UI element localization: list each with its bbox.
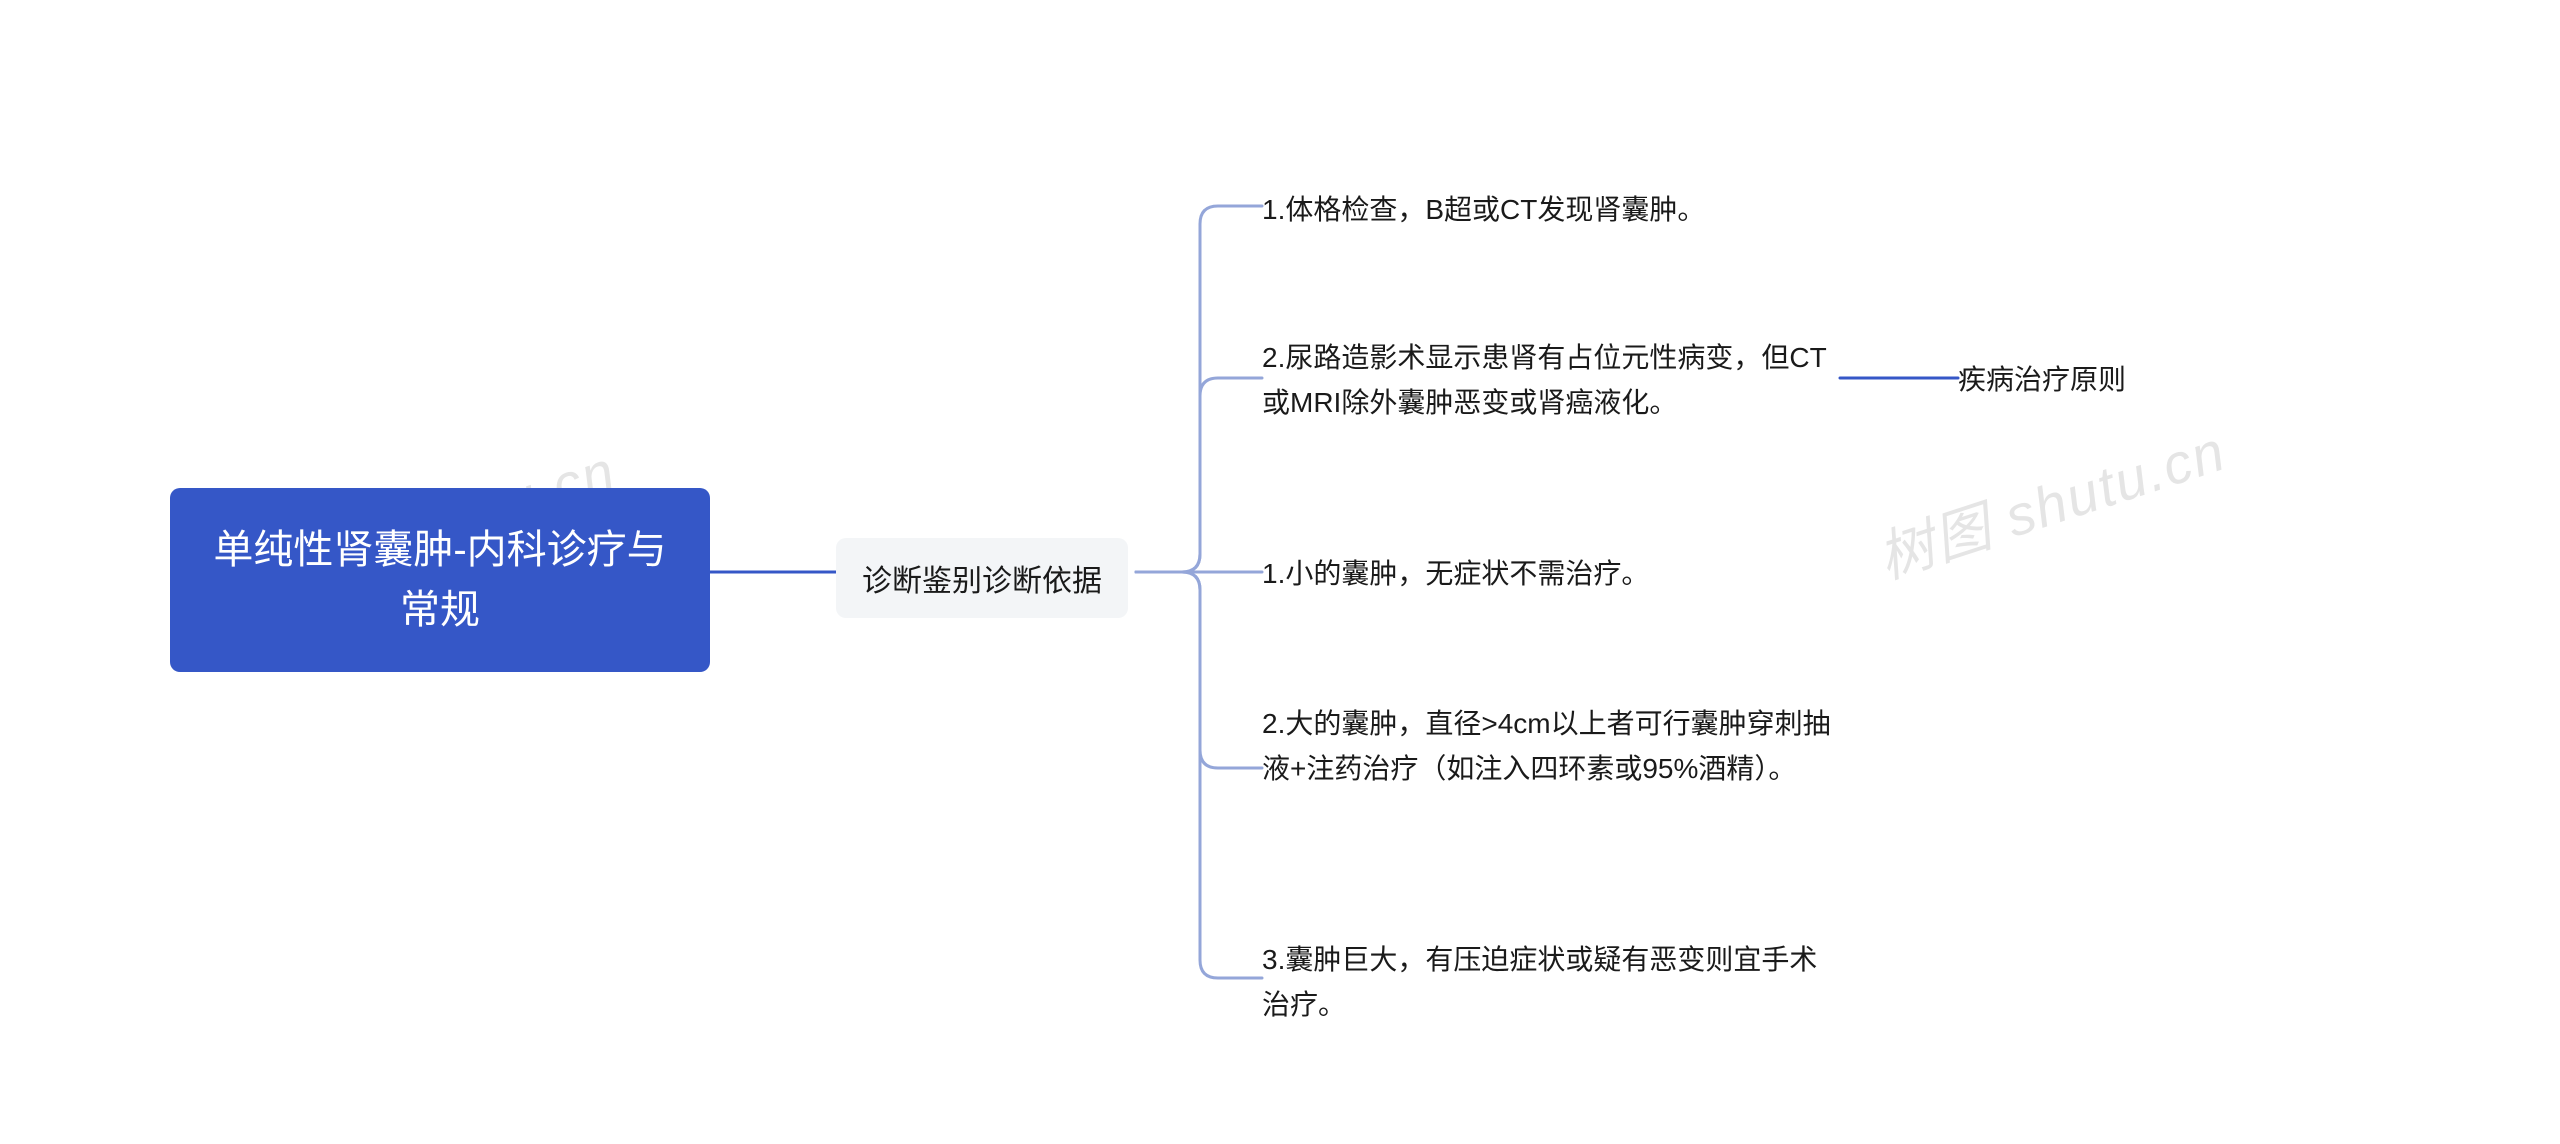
leaf-node-5: 3.囊肿巨大，有压迫症状或疑有恶变则宜手术治疗。 [1262, 938, 1832, 1028]
leaf-text-3: 1.小的囊肿，无症状不需治疗。 [1262, 558, 1649, 589]
leaf-node-2: 2.尿路造影术显示患肾有占位元性病变，但CT或MRI除外囊肿恶变或肾癌液化。 [1262, 336, 1832, 426]
edge-l2-leaf-5 [1136, 572, 1262, 978]
sub-leaf-node: 疾病治疗原则 [1958, 358, 2158, 403]
edge-l2-leaf-1 [1136, 206, 1262, 572]
edge-l2-leaf-2 [1136, 378, 1262, 572]
leaf-text-5: 3.囊肿巨大，有压迫症状或疑有恶变则宜手术治疗。 [1262, 944, 1817, 1020]
root-label: 单纯性肾囊肿-内科诊疗与常规 [213, 528, 666, 632]
leaf-node-1: 1.体格检查，B超或CT发现肾囊肿。 [1262, 188, 1832, 233]
leaf-node-4: 2.大的囊肿，直径>4cm以上者可行囊肿穿刺抽液+注药治疗（如注入四环素或95%… [1262, 702, 1832, 792]
root-node: 单纯性肾囊肿-内科诊疗与常规 [170, 488, 710, 672]
watermark-2: 树图 shutu.cn [1866, 406, 2235, 595]
sub-leaf-text: 疾病治疗原则 [1958, 364, 2126, 395]
leaf-text-2: 2.尿路造影术显示患肾有占位元性病变，但CT或MRI除外囊肿恶变或肾癌液化。 [1262, 342, 1827, 418]
branch-node-diagnosis: 诊断鉴别诊断依据 [836, 538, 1128, 618]
edge-l2-leaf-4 [1136, 572, 1262, 768]
leaf-text-1: 1.体格检查，B超或CT发现肾囊肿。 [1262, 194, 1705, 225]
branch-label: 诊断鉴别诊断依据 [862, 565, 1102, 598]
watermark-text-2: 树图 shutu.cn [1870, 419, 2233, 591]
leaf-text-4: 2.大的囊肿，直径>4cm以上者可行囊肿穿刺抽液+注药治疗（如注入四环素或95%… [1262, 708, 1831, 784]
leaf-node-3: 1.小的囊肿，无症状不需治疗。 [1262, 552, 1832, 597]
